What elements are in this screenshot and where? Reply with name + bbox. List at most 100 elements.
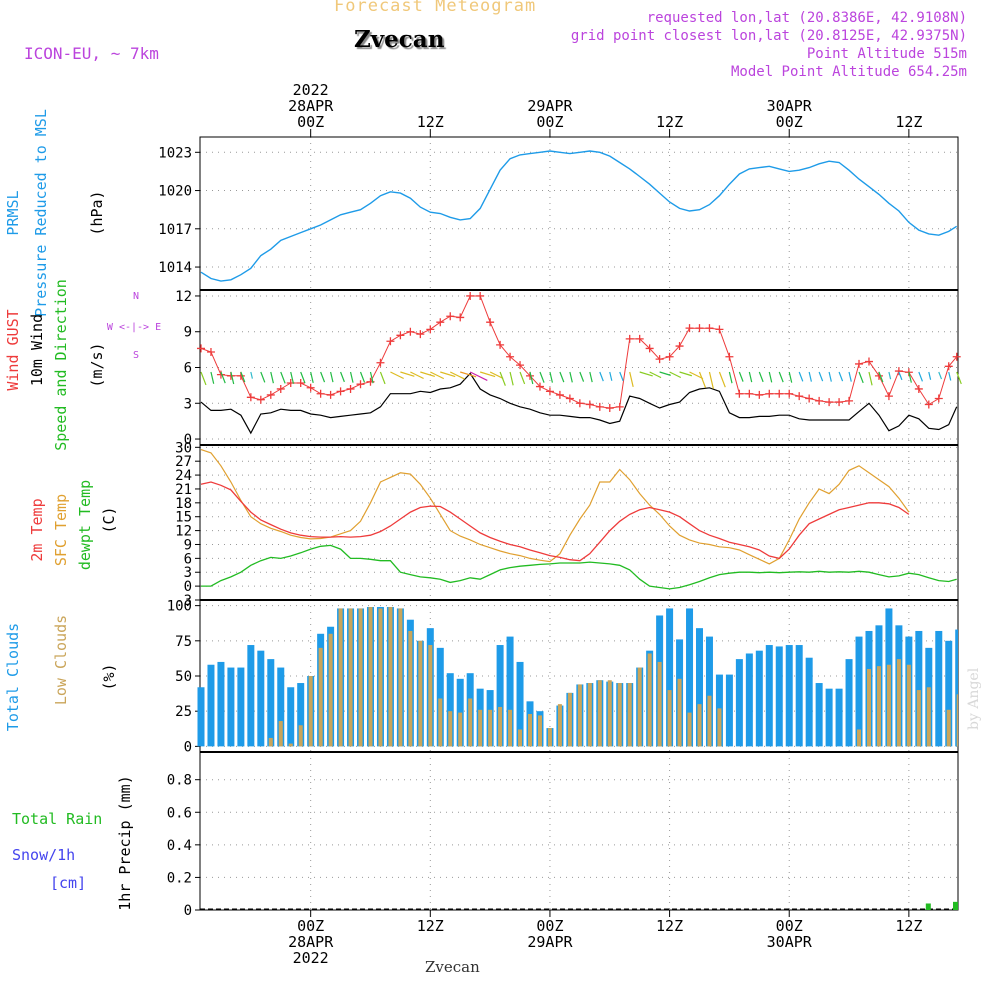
wind-direction-arrow <box>359 371 366 383</box>
wind-direction-arrow <box>738 371 744 382</box>
y-tick-label: 9 <box>184 537 192 553</box>
y-tick-label: 50 <box>175 669 192 685</box>
low-cloud-bar <box>438 698 443 747</box>
low-cloud-bar <box>916 690 921 747</box>
gust-line <box>200 295 958 409</box>
y-tick-label: 6 <box>184 551 192 567</box>
wind-direction-arrow <box>509 371 514 386</box>
low-cloud-bar <box>657 661 662 747</box>
gust-marker <box>785 389 794 398</box>
wind-direction-arrow <box>410 371 424 380</box>
gust-marker <box>336 387 345 396</box>
low-cloud-bar <box>717 708 722 747</box>
wind-direction-arrow <box>708 371 714 389</box>
y-tick-label: 24 <box>175 468 192 484</box>
gust-marker <box>516 361 525 370</box>
total-cloud-bar <box>436 647 444 747</box>
total-cloud-bar <box>247 645 255 747</box>
total-cloud-bar <box>197 687 205 747</box>
wind-direction-arrow <box>659 371 671 376</box>
bottom-time-label: 30APR <box>767 933 813 951</box>
wind-direction-arrow <box>748 371 753 383</box>
y-tick-label: 0 <box>184 432 192 448</box>
footer-location: Zvecan <box>425 958 480 976</box>
gust-marker <box>466 291 475 300</box>
wind-direction-arrow <box>689 371 704 380</box>
low-cloud-bar <box>448 711 453 747</box>
wind-direction-arrow <box>589 371 593 383</box>
top-time-label: 12Z <box>656 113 683 131</box>
wind-direction-arrow <box>240 371 246 383</box>
bottom-time-label: 2022 <box>293 949 329 967</box>
wind-direction-arrow <box>878 371 884 383</box>
low-cloud-bar <box>567 692 572 747</box>
low-cloud-bar <box>478 709 483 747</box>
requested-coords: requested lon,lat (20.8386E, 42.9108N) <box>646 10 967 26</box>
wind-direction-arrow <box>469 371 488 381</box>
bottom-time-label: 12Z <box>417 917 444 935</box>
low-cloud-bar <box>677 678 682 747</box>
y-tick-label: 21 <box>175 482 192 498</box>
low-cloud-bar <box>338 608 343 747</box>
pressure-unit: (hPa) <box>88 190 106 235</box>
wind-direction-arrow <box>649 371 662 379</box>
total-cloud-bar <box>516 661 524 747</box>
low-cloud-bar <box>587 683 592 747</box>
low-cloud-bar <box>906 664 911 747</box>
y-tick-label: 0.4 <box>167 838 192 854</box>
gust-marker <box>725 352 734 361</box>
wind-direction-arrow <box>280 371 286 384</box>
wind-direction-arrow <box>619 371 624 382</box>
pressure-line <box>200 150 958 282</box>
wind-direction-arrow <box>349 371 354 383</box>
y-tick-label: 18 <box>175 496 192 512</box>
panel-pressure: 1014 1017 1020 1023 <box>158 136 959 291</box>
low-cloud-bar <box>428 645 433 747</box>
wind-direction-arrow <box>868 371 873 386</box>
wind-direction-arrow <box>210 371 215 384</box>
wind-direction-arrow <box>718 371 726 388</box>
panel-frame <box>199 751 959 911</box>
gust-marker <box>535 382 544 391</box>
y-tick-label: -3 <box>175 593 192 609</box>
wind-direction-arrow <box>918 371 923 382</box>
product-title: Forecast Meteogram <box>334 0 537 16</box>
total-cloud-bar <box>765 645 773 747</box>
gust-marker <box>256 395 265 404</box>
low-cloud-bar <box>637 667 642 747</box>
low-cloud-bar <box>398 608 403 747</box>
low-cloud-bar <box>328 633 333 747</box>
total-cloud-bar <box>945 640 953 747</box>
low-cloud-bar <box>348 608 353 747</box>
total-cloud-bar <box>287 687 295 747</box>
wind-unit: (m/s) <box>88 342 106 387</box>
y-tick-label: 3 <box>184 565 192 581</box>
gust-marker <box>575 399 584 408</box>
precip-unit-label: 1hr Precip (mm) <box>116 775 134 910</box>
gust-marker <box>944 362 953 371</box>
point-altitude: Point Altitude 515m <box>806 46 967 62</box>
low-cloud-bar <box>647 653 652 747</box>
gust-marker <box>695 324 704 333</box>
y-tick-label: 100 <box>167 599 192 615</box>
y-tick-label: 12 <box>175 524 192 540</box>
wind-direction-arrow <box>539 371 545 383</box>
y-tick-label: 27 <box>175 454 192 470</box>
y-tick-label: 30 <box>175 440 192 456</box>
top-time-label: 00Z <box>536 113 563 131</box>
wind-direction-arrow <box>569 371 573 383</box>
low-cloud-bar <box>268 737 273 747</box>
total-cloud-bar <box>855 636 863 747</box>
low-cloud-bar <box>278 721 283 747</box>
wind-direction-arrow <box>519 371 526 385</box>
total-cloud-bar <box>735 659 743 747</box>
gust-marker <box>486 318 495 327</box>
wind-direction-arrow <box>390 371 404 380</box>
total-cloud-bar <box>845 659 853 747</box>
gust-marker <box>266 390 275 399</box>
y-tick-label: 12 <box>175 289 192 305</box>
low-cloud-bar <box>458 712 463 747</box>
low-cloud-bar <box>388 607 393 747</box>
gust-marker <box>555 390 564 399</box>
gust-marker <box>545 387 554 396</box>
